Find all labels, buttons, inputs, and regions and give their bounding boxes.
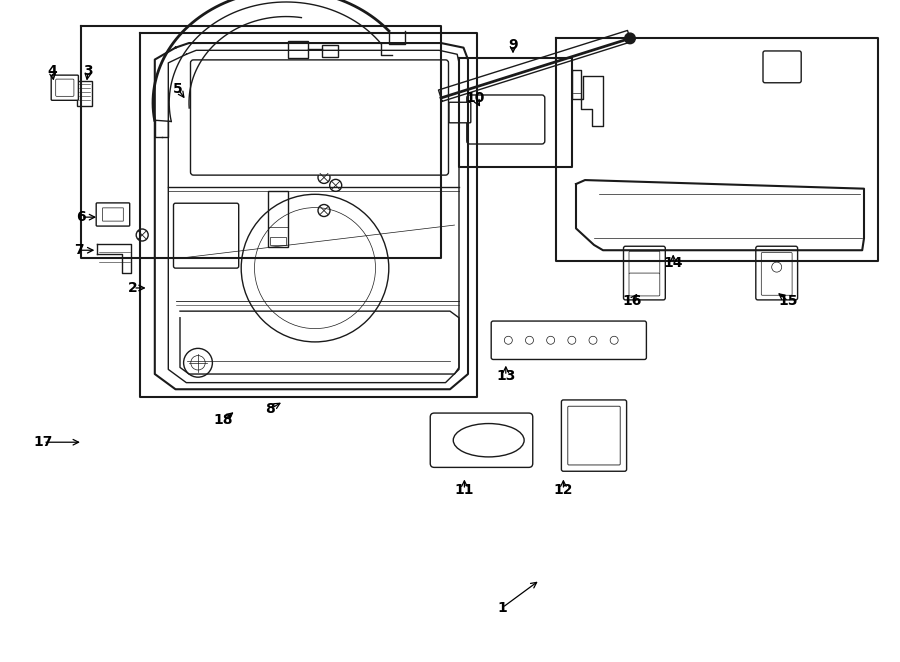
FancyBboxPatch shape: [103, 208, 123, 221]
FancyBboxPatch shape: [430, 413, 533, 467]
Text: 12: 12: [554, 483, 573, 497]
FancyBboxPatch shape: [624, 246, 665, 300]
Circle shape: [625, 33, 635, 44]
Bar: [77, 81, 92, 106]
Text: 3: 3: [84, 64, 93, 79]
Text: 11: 11: [454, 483, 474, 497]
FancyBboxPatch shape: [629, 273, 660, 296]
Text: 4: 4: [48, 64, 57, 79]
FancyBboxPatch shape: [56, 79, 74, 97]
Ellipse shape: [454, 424, 524, 457]
FancyBboxPatch shape: [756, 246, 797, 300]
FancyBboxPatch shape: [629, 251, 660, 274]
Text: 9: 9: [508, 38, 518, 52]
Text: 8: 8: [266, 402, 274, 416]
FancyBboxPatch shape: [491, 321, 646, 359]
FancyBboxPatch shape: [449, 102, 471, 123]
FancyBboxPatch shape: [51, 75, 78, 101]
Text: 7: 7: [75, 243, 84, 258]
Bar: [270, 237, 286, 245]
Text: 6: 6: [76, 210, 86, 224]
FancyBboxPatch shape: [568, 406, 620, 465]
Bar: [322, 45, 338, 57]
Text: 15: 15: [778, 294, 798, 308]
FancyBboxPatch shape: [761, 252, 792, 295]
FancyBboxPatch shape: [96, 203, 130, 226]
Text: 5: 5: [174, 82, 183, 97]
Circle shape: [436, 93, 446, 103]
Text: 18: 18: [213, 413, 233, 428]
FancyBboxPatch shape: [763, 51, 801, 83]
FancyBboxPatch shape: [562, 400, 626, 471]
Text: 1: 1: [498, 600, 507, 615]
Bar: [288, 41, 308, 58]
FancyBboxPatch shape: [467, 95, 544, 144]
FancyBboxPatch shape: [174, 203, 239, 268]
Text: 2: 2: [129, 281, 138, 295]
Text: 17: 17: [33, 435, 53, 449]
Text: 10: 10: [465, 91, 485, 105]
FancyBboxPatch shape: [191, 60, 448, 175]
Bar: [268, 191, 288, 247]
Text: 13: 13: [496, 369, 516, 383]
Text: 16: 16: [622, 294, 642, 308]
Text: 14: 14: [663, 256, 683, 271]
